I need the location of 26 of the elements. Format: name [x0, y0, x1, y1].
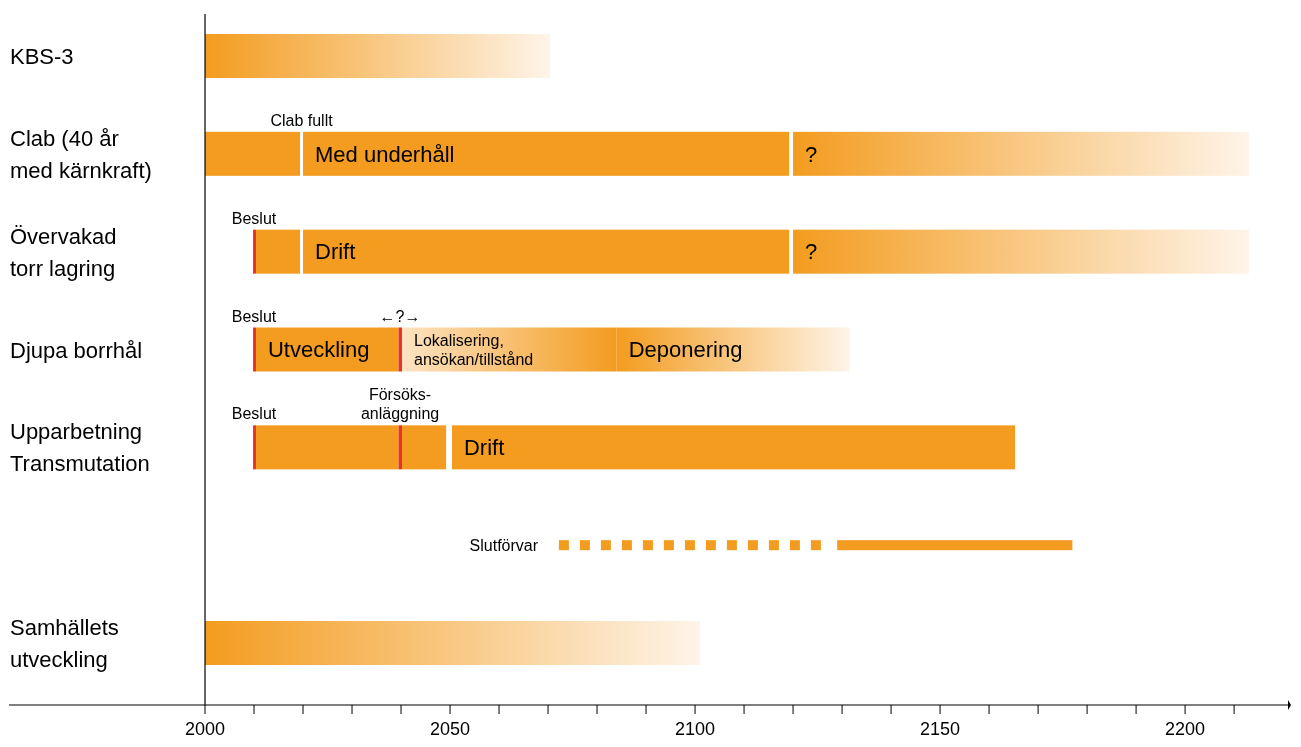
- annotation: Clab fullt: [270, 111, 334, 129]
- data-label: Drift: [463, 435, 505, 461]
- data-label: Drift: [315, 239, 356, 265]
- x-tick-label: 2100: [675, 719, 716, 739]
- data-label: ?: [805, 239, 818, 265]
- y-tick-label: Samhällets utveckling: [10, 615, 119, 672]
- annotation: Försöks- anläggning: [360, 386, 440, 423]
- y-tick-label: KBS-3: [10, 44, 74, 69]
- y-tick-label: Clab (40 år med kärnkraft): [10, 125, 152, 183]
- annotation: ←?→: [379, 307, 421, 325]
- data-label: Lokalisering, ansökan/tillstånd: [414, 331, 534, 368]
- data-label: ?: [805, 141, 818, 167]
- y-tick-label: Djupa borrhål: [10, 337, 143, 363]
- x-tick-label: 2000: [184, 719, 226, 739]
- annotation: Beslut: [231, 405, 277, 423]
- y-tick-label: Upparbetning Transmutation: [10, 419, 150, 477]
- data-label: Med underhåll: [315, 141, 455, 167]
- y-tick-label: Slutförvar: [469, 537, 539, 555]
- x-tick-label: 2200: [1165, 719, 1206, 739]
- annotation: Beslut: [231, 209, 277, 227]
- annotation: Beslut: [231, 307, 277, 325]
- y-tick-label: Övervakad torr lagring: [10, 223, 117, 281]
- data-label: Deponering: [628, 337, 743, 363]
- x-tick-label: 2150: [920, 719, 961, 739]
- data-label: Utveckling: [267, 337, 370, 363]
- x-tick-label: 2050: [430, 719, 471, 739]
